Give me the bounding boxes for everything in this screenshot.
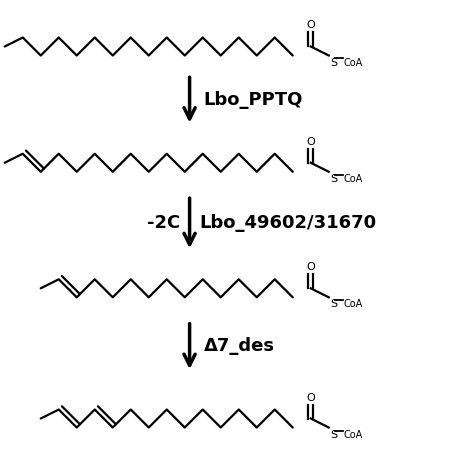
Text: Δ7_des: Δ7_des (204, 338, 275, 355)
Text: O: O (306, 20, 315, 31)
Text: S: S (331, 58, 338, 67)
Text: CoA: CoA (344, 430, 363, 439)
Text: Lbo_49602/31670: Lbo_49602/31670 (199, 214, 376, 232)
Text: -2C: -2C (147, 214, 180, 232)
Text: S: S (331, 174, 338, 184)
Text: S: S (331, 299, 338, 309)
Text: Lbo_PPTQ: Lbo_PPTQ (204, 91, 303, 109)
Text: O: O (306, 392, 315, 403)
Text: S: S (331, 430, 338, 439)
Text: CoA: CoA (344, 174, 363, 184)
Text: CoA: CoA (344, 58, 363, 67)
Text: O: O (306, 262, 315, 272)
Text: CoA: CoA (344, 299, 363, 309)
Text: O: O (306, 137, 315, 147)
